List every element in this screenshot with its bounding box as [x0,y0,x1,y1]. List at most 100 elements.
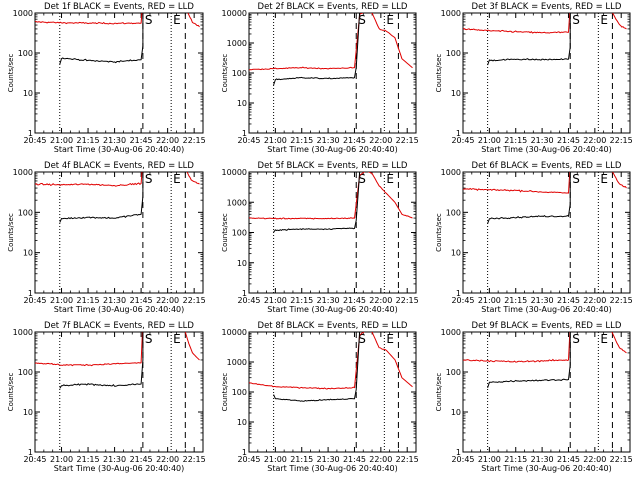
detector-panel: Det 6f BLACK = Events, RED = LLD 1 10 100 10… [435,161,633,314]
y-axis-label: Counts/sec [435,54,443,93]
x-tick-label: 22:15 [396,136,419,145]
y-axis: 1 10 100 1000 [13,168,203,298]
x-tick-label: 21:00 [478,136,501,145]
y-tick-label: 1 [28,129,33,138]
x-tick-label: 21:15 [77,296,100,305]
marker-label: S [145,13,153,27]
y-tick-label: 1 [28,289,33,298]
lld-series-line [249,172,413,220]
x-tick-label: 21:00 [478,455,501,464]
x-axis: 20:45 21:00 21:15 21:30 21:45 22:00 22:15 [451,13,633,145]
x-tick-label: 21:15 [290,136,313,145]
marker-label: E [600,172,608,186]
trace-area [35,332,200,389]
panel-title: Det 3f BLACK = Events, RED = LLD [472,2,622,12]
marker-label: S [572,172,580,186]
y-tick-label: 10000 [222,328,247,337]
trace-area [463,332,627,389]
x-axis-label: Start Time (30-Aug-06 20:40:40) [54,305,185,314]
x-axis: 20:45 21:00 21:15 21:30 21:45 22:00 22:15 [237,13,419,145]
panel-title: Det 1f BLACK = Events, RED = LLD [44,2,194,12]
events-series-line [487,332,571,389]
x-tick-label: 22:15 [610,455,633,464]
x-tick-label: 21:45 [343,455,366,464]
x-tick-label: 22:00 [156,296,179,305]
x-tick-label: 21:30 [317,455,340,464]
x-tick-label: 21:30 [317,296,340,305]
y-tick-label: 10 [451,249,461,258]
x-tick-label: 22:15 [183,296,206,305]
marker-label: E [173,13,181,27]
detector-panel: Det 4f BLACK = Events, RED = LLD 1 10 100 10… [7,161,206,314]
marker-label: S [358,13,366,27]
y-tick-label: 1 [456,289,461,298]
x-tick-label: 22:00 [583,455,606,464]
x-tick-label: 21:30 [103,136,126,145]
x-tick-label: 21:45 [557,455,580,464]
x-tick-label: 21:00 [50,296,73,305]
y-tick-label: 100 [446,368,461,377]
x-tick-label: 21:30 [531,136,554,145]
x-axis-label: Start Time (30-Aug-06 20:40:40) [267,464,398,473]
x-tick-label: 21:45 [557,136,580,145]
lld-series-line [463,13,627,34]
marker-label: E [386,172,394,186]
x-tick-label: 21:00 [478,296,501,305]
y-tick-label: 10 [237,99,247,108]
x-axis: 20:45 21:00 21:15 21:30 21:45 22:00 22:15 [451,172,633,305]
y-tick-label: 10 [23,89,33,98]
x-axis-label: Start Time (30-Aug-06 20:40:40) [481,145,612,154]
x-axis-label: Start Time (30-Aug-06 20:40:40) [267,145,398,154]
x-axis: 20:45 21:00 21:15 21:30 21:45 22:00 22:15 [23,332,206,464]
x-axis: 20:45 21:00 21:15 21:30 21:45 22:00 22:15 [23,13,206,145]
marker-label: S [358,332,366,346]
x-tick-label: 20:45 [451,455,474,464]
x-axis: 20:45 21:00 21:15 21:30 21:45 22:00 22:15 [237,172,419,305]
x-tick-label: 20:45 [451,136,474,145]
trace-area [35,172,200,223]
y-axis-label: Counts/sec [221,213,229,252]
panel-title: Det 9f BLACK = Events, RED = LLD [472,321,622,331]
y-tick-label: 1000 [13,168,33,177]
x-tick-label: 21:45 [130,136,153,145]
x-axis-label: Start Time (30-Aug-06 20:40:40) [481,305,612,314]
x-axis-label: Start Time (30-Aug-06 20:40:40) [54,145,185,154]
y-tick-label: 10 [237,259,247,268]
y-axis-label: Counts/sec [221,54,229,93]
x-tick-label: 20:45 [237,455,260,464]
x-tick-label: 20:45 [237,296,260,305]
x-tick-label: 22:00 [369,136,392,145]
y-axis-label: Counts/sec [7,54,15,93]
x-tick-label: 21:45 [557,296,580,305]
y-tick-label: 1 [242,129,247,138]
y-tick-label: 1 [28,448,33,457]
x-tick-label: 21:00 [50,136,73,145]
y-tick-label: 10 [23,408,33,417]
panel-title: Det 5f BLACK = Events, RED = LLD [258,161,408,171]
panel-title: Det 6f BLACK = Events, RED = LLD [472,161,622,171]
marker-label: E [386,13,394,27]
trace-area [463,172,627,224]
x-tick-label: 21:30 [531,296,554,305]
y-tick-label: 1000 [227,198,247,207]
x-tick-label: 22:00 [583,136,606,145]
x-tick-label: 21:00 [264,455,287,464]
marker-label: S [145,172,153,186]
x-tick-label: 21:15 [77,455,100,464]
marker-label: E [600,13,608,27]
events-series-line [59,172,144,223]
y-axis: 1 10 100 1000 10000 [222,9,416,138]
y-axis: 1 10 100 1000 [13,328,203,457]
x-tick-label: 22:00 [156,136,179,145]
x-tick-label: 20:45 [23,455,46,464]
y-axis-label: Counts/sec [435,213,443,252]
events-series-line [59,13,144,65]
y-tick-label: 1000 [441,168,461,177]
x-tick-label: 21:15 [290,296,313,305]
events-series-line [487,13,571,66]
y-tick-label: 100 [446,49,461,58]
trace-area [249,172,413,233]
x-tick-label: 20:45 [237,136,260,145]
marker-label: S [358,172,366,186]
y-tick-label: 1 [456,448,461,457]
